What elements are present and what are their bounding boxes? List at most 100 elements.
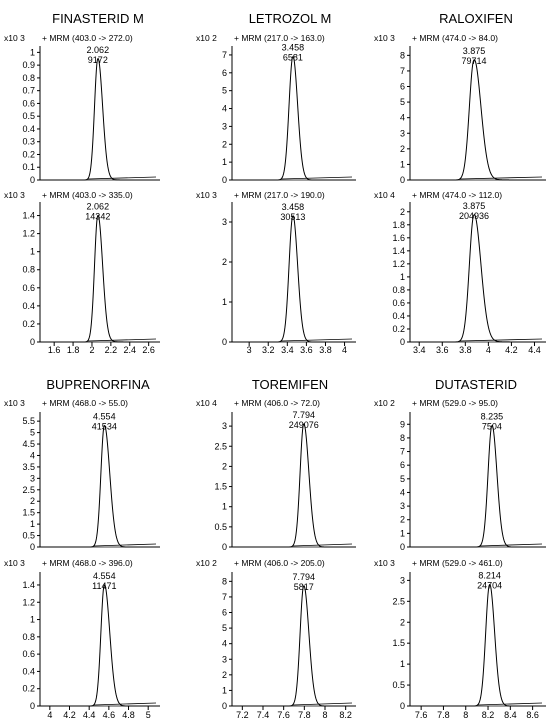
chart-title: RALOXIFEN — [439, 11, 513, 26]
y-scale-label: x10 3 — [196, 190, 217, 200]
trace-panel-0: x10 3 + MRM (468.0 -> 55.0) 00.5 11.5 22.5 33… — [4, 398, 160, 552]
y-tick-label: 3.5 — [22, 462, 35, 472]
peak-rt-label: 3.875 — [463, 46, 486, 56]
y-tick-label: 1.5 — [22, 508, 35, 518]
y-tick-label: 0 — [400, 337, 405, 347]
chart-title: DUTASTERID — [435, 377, 517, 392]
y-tick-label: 4 — [400, 113, 405, 123]
chromatogram-trace — [410, 214, 546, 343]
trace-panel-0: x10 2 + MRM (217.0 -> 163.0) 0 1 2 3 4 5 6 7 3.458… — [196, 33, 356, 185]
trace-panel-0: x10 3 + MRM (474.0 -> 84.0) 0 1 2 3 4 5 6 7 8 3.875… — [374, 33, 546, 185]
y-tick-label: 9 — [400, 419, 405, 429]
chart-0: FINASTERID M x10 3 + MRM (403.0 -> 272.0) 0… — [4, 11, 160, 355]
x-tick-label: 4.2 — [505, 345, 518, 355]
peak-rt-label: 7.794 — [292, 410, 315, 420]
integration-baseline — [477, 702, 543, 706]
peak-rt-label: 3.458 — [282, 43, 305, 53]
mrm-transition-label: + MRM (403.0 -> 272.0) — [42, 33, 133, 43]
mrm-transition-label: + MRM (406.0 -> 205.0) — [234, 558, 325, 568]
mrm-transition-label: + MRM (406.0 -> 72.0) — [234, 398, 320, 408]
y-scale-label: x10 4 — [196, 398, 217, 408]
y-tick-label: 4 — [222, 639, 227, 649]
x-tick-label: 7.6 — [415, 710, 428, 720]
y-tick-label: 5 — [222, 86, 227, 96]
y-tick-label: 5 — [30, 428, 35, 438]
y-tick-label: 2 — [30, 496, 35, 506]
y-tick-label: 0 — [400, 175, 405, 185]
y-tick-label: 0 — [30, 701, 35, 711]
trace-panel-1: x10 2 + MRM (406.0 -> 205.0) 0 1 2 3 4 5 6 7 8 7.79… — [196, 558, 356, 711]
y-tick-label: 0.6 — [22, 98, 35, 108]
chart-title: LETROZOL M — [249, 11, 332, 26]
integration-baseline — [93, 702, 157, 706]
y-tick-label: 1 — [222, 502, 227, 512]
y-tick-label: 0.8 — [22, 73, 35, 83]
x-tick-label: 4 — [342, 345, 347, 355]
trace-panel-0: x10 4 + MRM (406.0 -> 72.0) 0 0.5 1 1.5 2 2.5 3 7… — [196, 398, 356, 552]
y-tick-label: 4.5 — [22, 439, 35, 449]
chromatogram-trace — [232, 215, 356, 343]
mrm-transition-label: + MRM (529.0 -> 461.0) — [412, 558, 503, 568]
y-tick-label: 0 — [222, 175, 227, 185]
peak-rt-label: 8.214 — [478, 571, 501, 581]
y-tick-label: 8 — [400, 433, 405, 443]
y-tick-label: 5.5 — [22, 416, 35, 426]
integration-baseline — [292, 543, 353, 547]
trace-panel-1: x10 3 + MRM (468.0 -> 396.0) 0 0.2 0.4 0.6 0.8… — [4, 558, 160, 711]
x-tick-label: 8.2 — [339, 710, 352, 720]
x-tick-label: 4 — [486, 345, 491, 355]
y-tick-label: 0.5 — [22, 111, 35, 121]
peak-area-label: 6581 — [283, 53, 303, 63]
x-tick-label: 7.4 — [257, 710, 270, 720]
x-tick-label: 8.2 — [482, 710, 495, 720]
chart-title: FINASTERID M — [52, 11, 144, 26]
y-tick-label: 2.5 — [22, 485, 35, 495]
y-scale-label: x10 3 — [4, 33, 25, 43]
y-tick-label: 6 — [222, 68, 227, 78]
y-tick-label: 7 — [400, 66, 405, 76]
y-tick-label: 3 — [222, 121, 227, 131]
trace-panel-0: x10 3 + MRM (403.0 -> 272.0) 0 0.1 0.2 0.3 0.4… — [4, 33, 160, 185]
y-tick-label: 2 — [222, 461, 227, 471]
peak-rt-label: 7.794 — [292, 572, 315, 582]
x-tick-label: 3.4 — [413, 345, 426, 355]
y-tick-label: 0.8 — [22, 265, 35, 275]
x-tick-label: 3.8 — [459, 345, 472, 355]
y-tick-label: 0.6 — [392, 298, 405, 308]
x-tick-label: 1.8 — [67, 345, 80, 355]
peak-area-label: 30513 — [280, 212, 305, 222]
mrm-transition-label: + MRM (217.0 -> 163.0) — [234, 33, 325, 43]
x-tick-label: 3.6 — [436, 345, 449, 355]
chromatogram-trace — [410, 584, 546, 707]
peak-area-label: 24704 — [477, 581, 502, 591]
chromatogram-trace — [232, 55, 356, 181]
y-tick-label: 0.3 — [22, 137, 35, 147]
integration-baseline — [459, 176, 543, 180]
integration-baseline — [459, 338, 543, 342]
integration-baseline — [479, 543, 543, 547]
x-tick-label: 8 — [322, 710, 327, 720]
x-tick-label: 8.6 — [526, 710, 539, 720]
y-tick-label: 2 — [222, 257, 227, 267]
mrm-transition-label: + MRM (474.0 -> 112.0) — [412, 190, 502, 200]
trace-panel-1: x10 3 + MRM (529.0 -> 461.0) 0 0.5 1 1.5 2 2.5 3… — [374, 558, 546, 711]
mrm-transition-label: + MRM (468.0 -> 396.0) — [42, 558, 133, 568]
y-tick-label: 0.5 — [22, 531, 35, 541]
x-tick-label: 5 — [146, 710, 151, 720]
y-tick-label: 6 — [400, 460, 405, 470]
y-tick-label: 8 — [222, 576, 227, 586]
chart-1: LETROZOL M x10 2 + MRM (217.0 -> 163.0) 0 1 2… — [196, 11, 356, 355]
peak-rt-label: 2.062 — [87, 45, 110, 55]
y-tick-label: 4 — [30, 450, 35, 460]
x-tick-label: 7.8 — [437, 710, 450, 720]
y-tick-label: 1 — [400, 272, 405, 282]
peak-rt-label: 3.458 — [282, 202, 305, 212]
x-tick-label: 1.6 — [48, 345, 61, 355]
y-tick-label: 1 — [222, 297, 227, 307]
y-tick-label: 4 — [400, 487, 405, 497]
peak-area-label: 9172 — [88, 55, 108, 65]
mrm-transition-label: + MRM (529.0 -> 95.0) — [412, 398, 498, 408]
y-tick-label: 2 — [400, 617, 405, 627]
